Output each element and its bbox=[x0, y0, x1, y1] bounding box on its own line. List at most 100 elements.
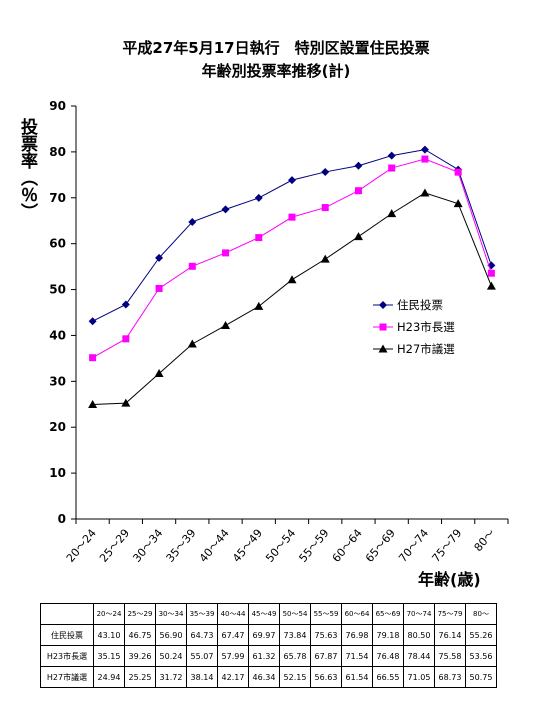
y-tick-label: 40 bbox=[49, 328, 66, 342]
table-corner-cell bbox=[40, 603, 94, 625]
table-cell: 43.10 bbox=[93, 624, 125, 646]
data-table: 20～24 25～29 30～34 35～39 40～44 45～49 50～54 55～59… bbox=[40, 603, 497, 688]
data-point bbox=[354, 187, 362, 195]
x-tick-label: 40～44 bbox=[197, 527, 232, 565]
x-tick-label: 80～ bbox=[472, 527, 498, 555]
table-cell: 56.90 bbox=[155, 624, 187, 646]
table-cell: 24.94 bbox=[93, 666, 125, 688]
data-point bbox=[155, 284, 163, 292]
chart-title: 平成27年5月17日執行 特別区設置住民投票 bbox=[122, 39, 430, 57]
legend-label: 住民投票 bbox=[397, 298, 443, 312]
table-row: 住民投票 43.10 46.75 56.90 64.73 67.47 69.97 73.84 7… bbox=[40, 624, 497, 646]
table-cell: 75.63 bbox=[310, 624, 342, 646]
data-point bbox=[188, 217, 197, 226]
data-point bbox=[121, 398, 131, 407]
data-point bbox=[486, 281, 496, 290]
table-column-header: 80～ bbox=[465, 603, 497, 625]
table-column-header: 75～79 bbox=[434, 603, 466, 625]
y-tick-label: 20 bbox=[49, 420, 66, 434]
legend-label: H23市長選 bbox=[397, 320, 455, 334]
table-column-header: 35～39 bbox=[186, 603, 218, 625]
table-cell: 64.73 bbox=[186, 624, 218, 646]
data-point bbox=[321, 167, 330, 176]
table-column-header: 20～24 bbox=[93, 603, 125, 625]
chart-subtitle: 年齢別投票率推移(計) bbox=[201, 62, 351, 80]
table-cell: 53.56 bbox=[465, 645, 497, 667]
table-cell: 61.54 bbox=[341, 666, 373, 688]
data-point bbox=[122, 335, 130, 343]
x-tick-label: 45～49 bbox=[230, 527, 265, 565]
data-point bbox=[188, 262, 196, 270]
table-cell: 35.15 bbox=[93, 645, 125, 667]
table-cell: 78.44 bbox=[403, 645, 435, 667]
data-point bbox=[221, 320, 231, 329]
data-point bbox=[387, 151, 396, 160]
x-tick-label: 70～74 bbox=[396, 527, 431, 565]
data-point bbox=[254, 301, 264, 310]
data-point bbox=[255, 234, 263, 242]
legend-label: H27市議選 bbox=[397, 342, 455, 356]
y-tick-label: 0 bbox=[58, 512, 66, 526]
table-cell: 61.32 bbox=[248, 645, 280, 667]
table-cell: 67.87 bbox=[310, 645, 342, 667]
x-tick-label: 75～79 bbox=[429, 527, 464, 565]
table-column-header: 30～34 bbox=[155, 603, 187, 625]
table-header-row: 20～24 25～29 30～34 35～39 40～44 45～49 50～54 55～59… bbox=[40, 603, 497, 625]
legend-marker bbox=[379, 323, 387, 331]
table-cell: 75.58 bbox=[434, 645, 466, 667]
data-point bbox=[254, 193, 263, 202]
table-cell: 69.97 bbox=[248, 624, 280, 646]
table-cell: 65.78 bbox=[279, 645, 311, 667]
legend-marker bbox=[378, 344, 388, 353]
table-cell: 25.25 bbox=[124, 666, 156, 688]
table-column-header: 40～44 bbox=[217, 603, 249, 625]
data-point bbox=[354, 161, 363, 170]
line-chart: 010203040506070809020～2425～2930～3435～394… bbox=[49, 99, 509, 565]
data-point bbox=[453, 199, 463, 208]
table-cell: 50.24 bbox=[155, 645, 187, 667]
table-cell: 39.26 bbox=[124, 645, 156, 667]
table-cell: 57.99 bbox=[217, 645, 249, 667]
table-cell: 80.50 bbox=[403, 624, 435, 646]
y-axis-label: 投票率（％） bbox=[17, 118, 37, 220]
table-cell: 50.75 bbox=[465, 666, 497, 688]
table-column-header: 70～74 bbox=[403, 603, 435, 625]
table-column-header: 25～29 bbox=[124, 603, 156, 625]
data-point bbox=[320, 254, 330, 263]
table-cell: 73.84 bbox=[279, 624, 311, 646]
y-tick-label: 10 bbox=[49, 466, 66, 480]
data-point bbox=[88, 317, 97, 326]
x-tick-label: 30～34 bbox=[130, 527, 165, 565]
data-point bbox=[89, 354, 97, 362]
table-cell: 71.05 bbox=[403, 666, 435, 688]
x-tick-label: 20～24 bbox=[64, 527, 99, 565]
table-cell: 76.98 bbox=[341, 624, 373, 646]
data-point bbox=[454, 168, 462, 176]
table-cell: 38.14 bbox=[186, 666, 218, 688]
y-tick-label: 80 bbox=[49, 145, 66, 159]
data-point bbox=[187, 339, 197, 348]
x-tick-label: 25～29 bbox=[97, 527, 132, 565]
table-row: H23市長選 35.15 39.26 50.24 55.07 57.99 61.32 65.7… bbox=[40, 645, 497, 667]
data-point bbox=[155, 253, 164, 262]
data-point bbox=[222, 249, 230, 257]
data-point bbox=[421, 155, 429, 163]
data-point bbox=[420, 145, 429, 154]
x-tick-label: 65～69 bbox=[363, 527, 398, 565]
data-point bbox=[154, 368, 164, 377]
table-cell: 66.55 bbox=[372, 666, 404, 688]
table-cell: 31.72 bbox=[155, 666, 187, 688]
data-point bbox=[221, 205, 230, 214]
data-point bbox=[288, 176, 296, 185]
y-tick-label: 70 bbox=[49, 191, 66, 205]
table-cell: 67.47 bbox=[217, 624, 249, 646]
table-cell: 52.15 bbox=[279, 666, 311, 688]
table-column-header: 50～54 bbox=[279, 603, 311, 625]
y-tick-label: 90 bbox=[49, 99, 66, 113]
table-column-header: 55～59 bbox=[310, 603, 342, 625]
data-point bbox=[287, 275, 297, 284]
table-cell: 56.63 bbox=[310, 666, 342, 688]
x-axis-label: 年齢(歳) bbox=[418, 570, 481, 589]
table-column-header: 60～64 bbox=[341, 603, 373, 625]
table-column-header: 45～49 bbox=[248, 603, 280, 625]
